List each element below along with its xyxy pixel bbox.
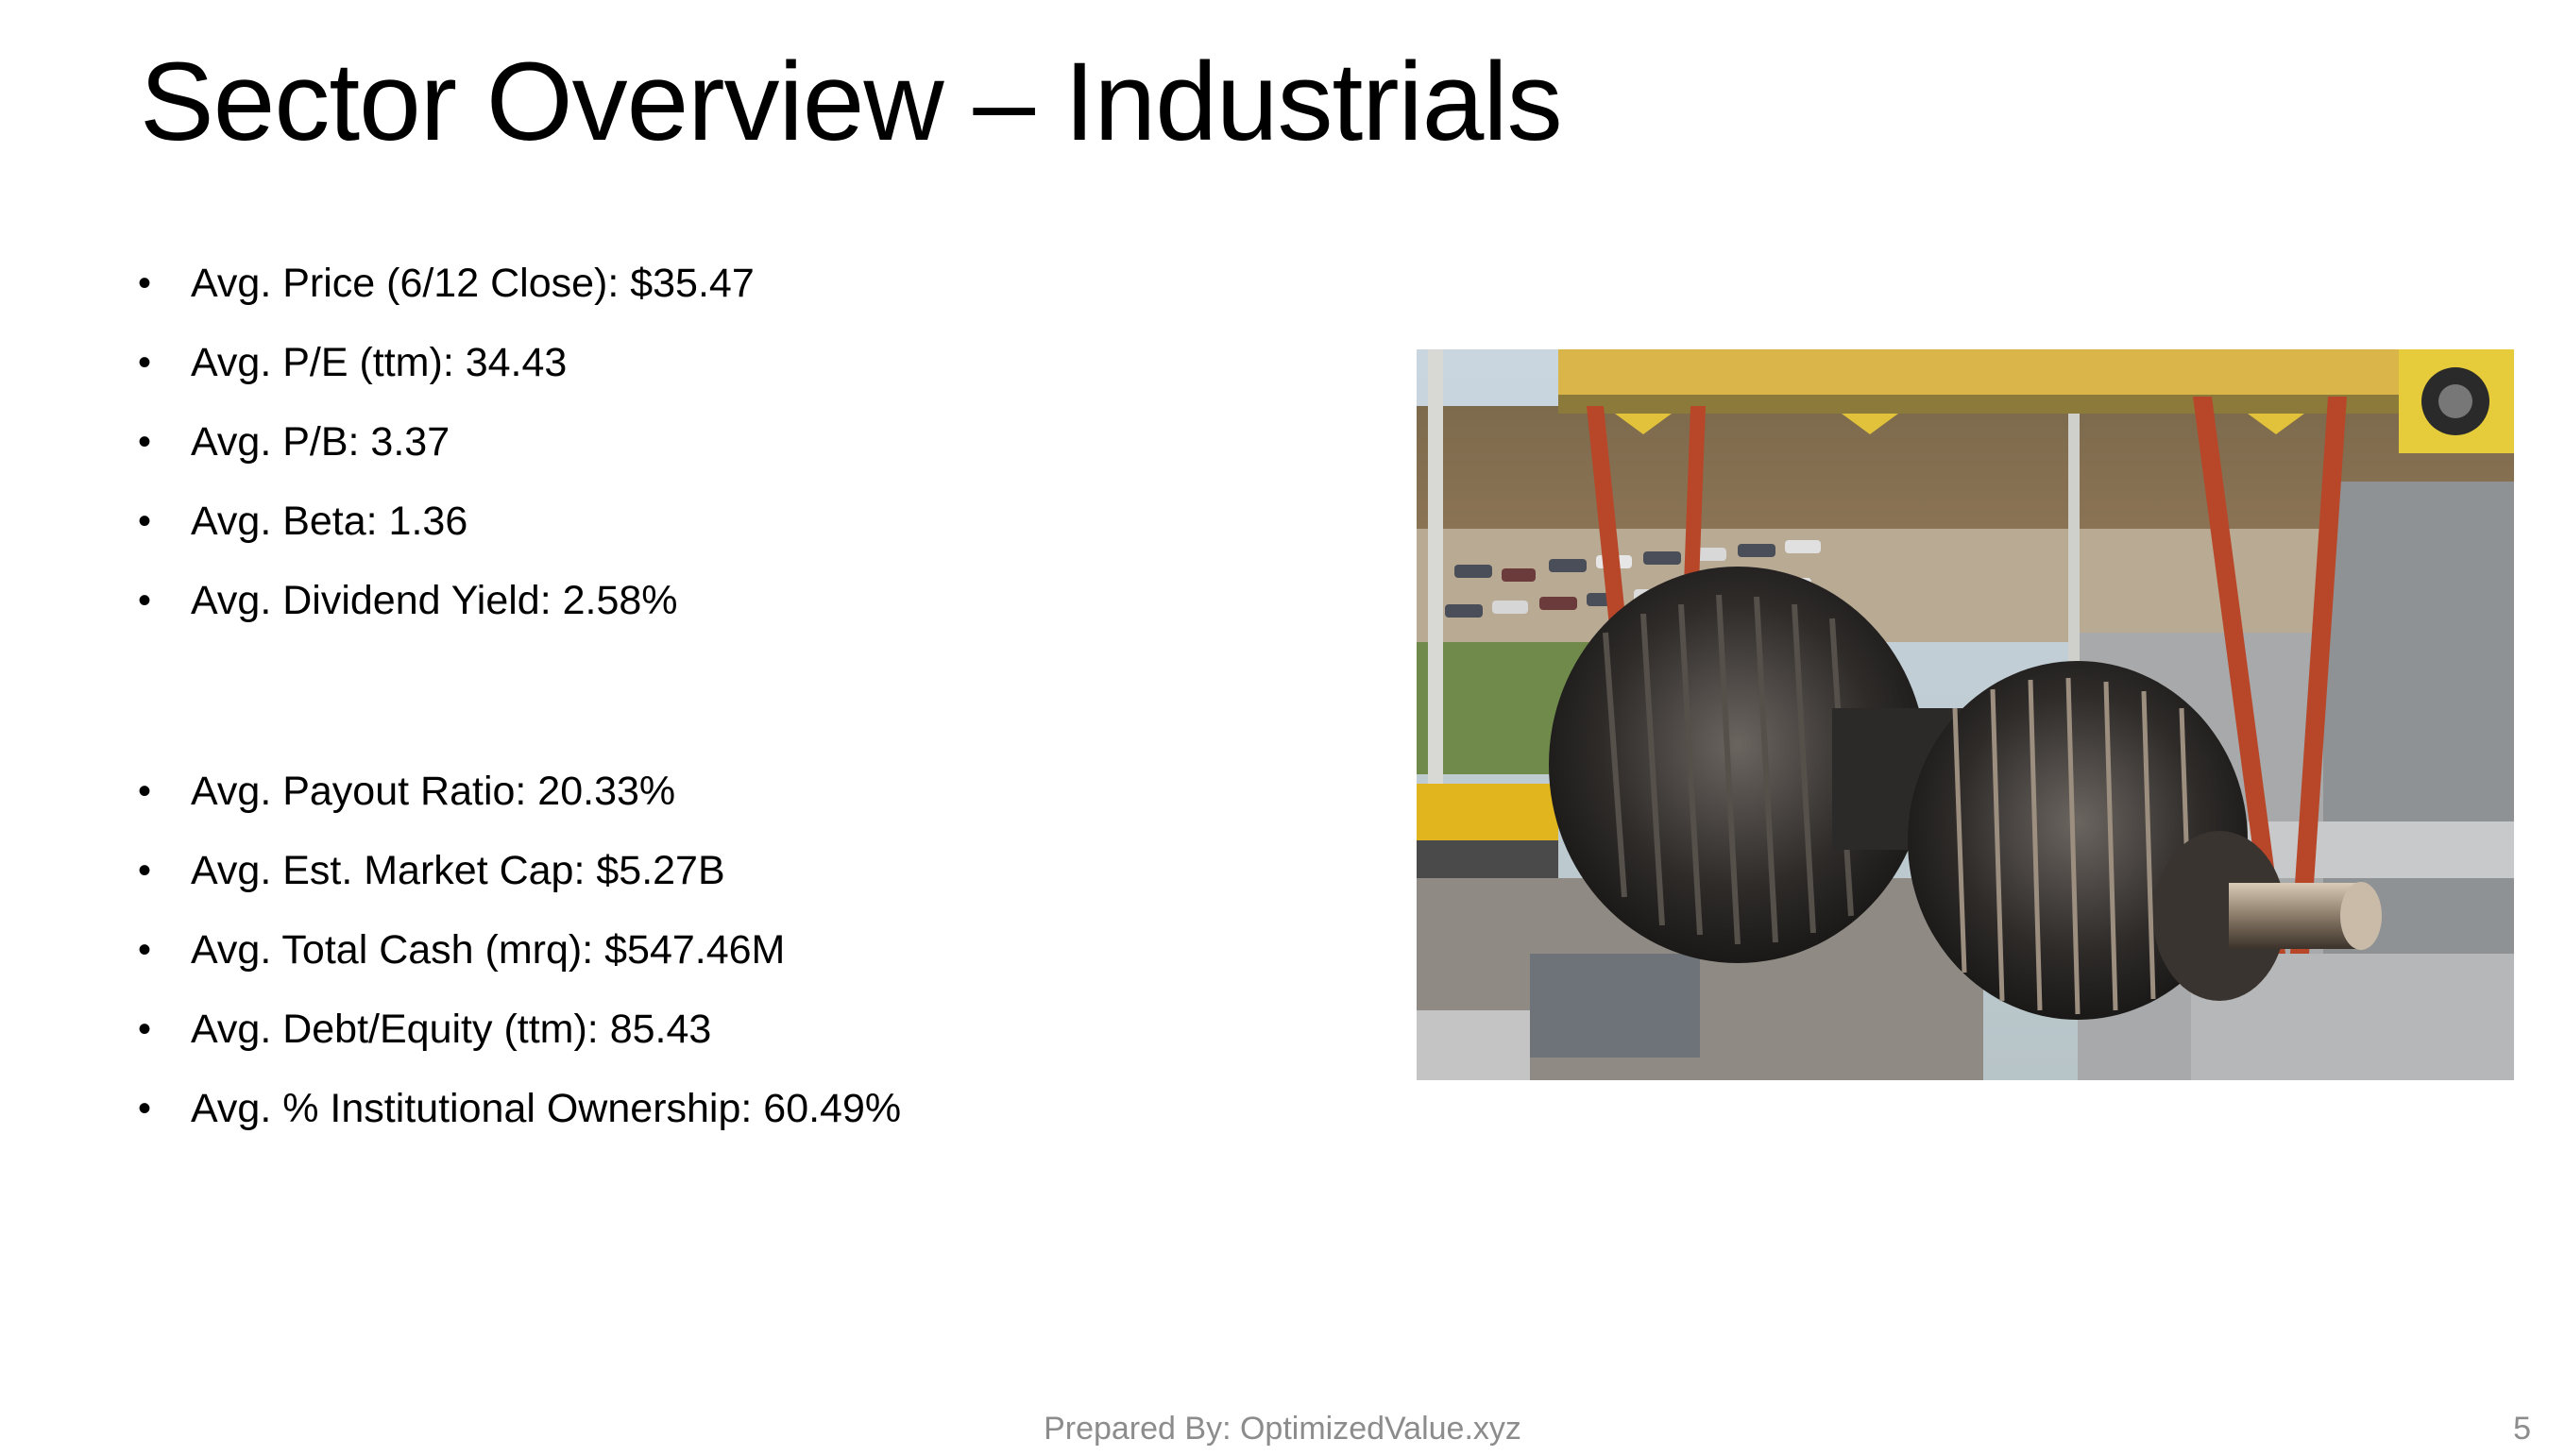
bullet-list: • Avg. Price (6/12 Close): $35.47 • Avg.…	[138, 244, 1366, 1148]
bullet-marker: •	[138, 342, 152, 383]
bullet-text: Avg. P/E (ttm): 34.43	[191, 340, 568, 385]
turbine-rotor-photo	[1417, 349, 2514, 1080]
bullet-marker: •	[138, 262, 152, 304]
bullet-marker: •	[138, 580, 152, 621]
page-number: 5	[2513, 1411, 2531, 1447]
bullet-item: • Avg. Payout Ratio: 20.33%	[138, 752, 1366, 831]
bullet-item: • Avg. Debt/Equity (ttm): 85.43	[138, 990, 1366, 1069]
bullet-text: Avg. % Institutional Ownership: 60.49%	[191, 1086, 902, 1131]
bullet-text: Avg. P/B: 3.37	[191, 419, 450, 465]
turbine-rotor-illustration	[1417, 349, 2514, 1080]
bullet-marker: •	[138, 500, 152, 542]
bullet-item: • Avg. Price (6/12 Close): $35.47	[138, 244, 1366, 323]
bullet-item: • Avg. P/E (ttm): 34.43	[138, 323, 1366, 402]
bullet-item: • Avg. Dividend Yield: 2.58%	[138, 561, 1366, 640]
bullet-item: • Avg. % Institutional Ownership: 60.49%	[138, 1069, 1366, 1148]
bullet-marker: •	[138, 421, 152, 463]
bullet-marker: •	[138, 1088, 152, 1129]
bullet-text: Avg. Beta: 1.36	[191, 499, 468, 544]
footer-text: Prepared By: OptimizedValue.xyz	[1044, 1411, 1521, 1447]
bullet-item: • Avg. P/B: 3.37	[138, 402, 1366, 482]
bullet-text: Avg. Payout Ratio: 20.33%	[191, 769, 676, 814]
bullet-text: Avg. Dividend Yield: 2.58%	[191, 578, 678, 623]
bullet-marker: •	[138, 850, 152, 891]
bullet-item: • Avg. Beta: 1.36	[138, 482, 1366, 561]
bullet-marker: •	[138, 770, 152, 812]
bullet-text: Avg. Total Cash (mrq): $547.46M	[191, 927, 786, 973]
bullet-marker: •	[138, 929, 152, 971]
bullet-item: • Avg. Total Cash (mrq): $547.46M	[138, 910, 1366, 990]
bullet-text: Avg. Est. Market Cap: $5.27B	[191, 848, 725, 893]
bullet-marker: •	[138, 1008, 152, 1050]
bullet-item: • Avg. Est. Market Cap: $5.27B	[138, 831, 1366, 910]
bullet-text: Avg. Debt/Equity (ttm): 85.43	[191, 1007, 712, 1052]
bullet-text: Avg. Price (6/12 Close): $35.47	[191, 261, 755, 306]
slide-title: Sector Overview – Industrials	[140, 40, 1563, 164]
